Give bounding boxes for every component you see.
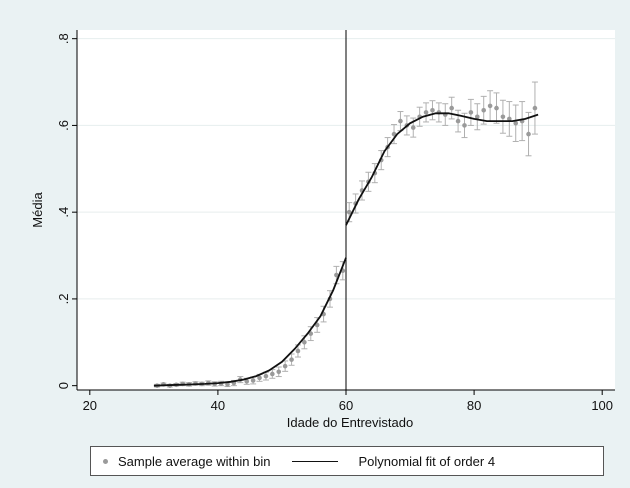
y-tick-label: .2 xyxy=(56,293,71,304)
legend-entry-polynomial-fit: Polynomial fit of order 4 xyxy=(270,454,495,469)
sample-point xyxy=(263,373,269,379)
sample-point xyxy=(513,120,519,126)
legend-entry-sample-average: Sample average within bin xyxy=(91,454,270,469)
sample-point xyxy=(346,209,352,215)
legend-label-sample-average: Sample average within bin xyxy=(118,453,271,469)
sample-point xyxy=(270,371,275,377)
x-axis-title: Idade do Entrevistado xyxy=(287,415,413,430)
sample-point xyxy=(314,322,320,328)
y-tick-label: .8 xyxy=(56,33,71,44)
sample-point xyxy=(449,105,454,111)
sample-point xyxy=(430,107,435,113)
legend-label-polynomial-fit: Polynomial fit of order 4 xyxy=(358,453,496,469)
y-tick-label: .4 xyxy=(56,207,71,218)
legend-marker-line-icon xyxy=(292,460,339,462)
sample-point xyxy=(455,118,461,124)
sample-point xyxy=(334,272,339,278)
legend-marker-dot-icon xyxy=(103,458,108,464)
x-tick-label: 60 xyxy=(339,398,353,413)
sample-point xyxy=(257,375,262,381)
x-tick-label: 100 xyxy=(591,398,613,413)
sample-point xyxy=(507,116,512,122)
x-tick-label: 20 xyxy=(83,398,97,413)
tick-labels: 20 40 60 80 100 0 .2 .4 .6 .8 xyxy=(56,33,613,413)
y-tick-label: .6 xyxy=(56,120,71,131)
sample-point xyxy=(250,378,256,383)
sample-point xyxy=(302,339,307,345)
sample-point xyxy=(487,103,493,109)
sample-point xyxy=(295,348,301,354)
sample-point xyxy=(410,125,416,130)
sample-point xyxy=(276,369,282,375)
sample-point xyxy=(244,379,250,384)
legend: Sample average within bin Polynomial fit… xyxy=(90,446,604,476)
sample-point xyxy=(481,107,487,113)
sample-point xyxy=(308,331,314,336)
sample-point xyxy=(468,110,474,115)
sample-point xyxy=(532,105,538,111)
sample-point xyxy=(474,114,480,120)
sample-point xyxy=(391,131,397,137)
data-marks xyxy=(153,30,539,390)
sample-point xyxy=(289,357,294,362)
sample-point xyxy=(225,382,230,387)
fit-line xyxy=(153,257,347,387)
sample-point xyxy=(526,131,531,137)
sample-point xyxy=(462,123,467,128)
y-tick-label: 0 xyxy=(56,382,71,389)
sample-point xyxy=(500,114,506,120)
fit-line xyxy=(345,112,539,226)
sample-point xyxy=(398,118,403,124)
sample-point xyxy=(282,363,288,369)
x-tick-label: 80 xyxy=(467,398,481,413)
sample-point xyxy=(494,105,499,111)
sample-point xyxy=(423,110,429,115)
y-axis-title: Média xyxy=(30,192,45,228)
x-tick-label: 40 xyxy=(211,398,225,413)
